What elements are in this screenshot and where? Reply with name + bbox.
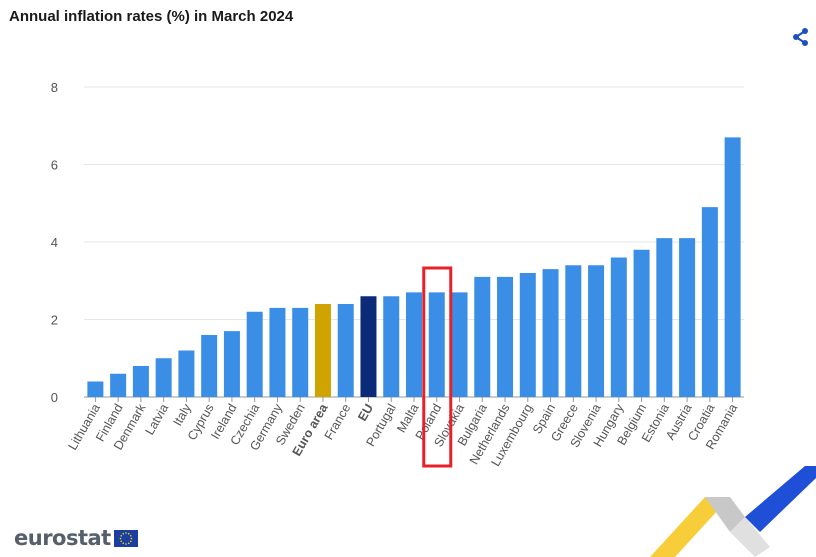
- bar-italy[interactable]: [178, 350, 195, 398]
- x-tick-label: Latvia: [142, 401, 171, 437]
- flag-star: [124, 542, 127, 545]
- bar-finland[interactable]: [110, 373, 127, 397]
- share-icon: [793, 28, 808, 46]
- bar-sweden[interactable]: [292, 307, 309, 397]
- flag-star: [120, 539, 122, 542]
- decorative-arrows: [650, 466, 816, 557]
- flag-star: [130, 537, 133, 539]
- flag-star: [124, 531, 127, 534]
- bar-croatia[interactable]: [701, 207, 718, 397]
- bar-slovenia[interactable]: [588, 265, 605, 397]
- flag-star: [119, 537, 122, 539]
- bar-malta[interactable]: [406, 292, 422, 397]
- bar-poland[interactable]: [428, 292, 445, 397]
- bar-portugal[interactable]: [383, 296, 400, 397]
- flag-star: [122, 541, 124, 544]
- flag-star: [129, 534, 132, 537]
- eu-flag-icon: [113, 529, 138, 547]
- x-tick-label: Lithuania: [65, 401, 103, 452]
- bar-latvia[interactable]: [155, 358, 172, 397]
- flag-star: [127, 541, 130, 544]
- bar-slovakia[interactable]: [451, 292, 468, 397]
- logo-text: eurostat: [14, 526, 111, 550]
- bar-netherlands[interactable]: [497, 276, 514, 397]
- y-tick-label: 6: [51, 158, 58, 173]
- bar-belgium[interactable]: [633, 249, 650, 397]
- bar-france[interactable]: [337, 304, 354, 397]
- y-tick-label: 2: [51, 313, 58, 328]
- x-tick-label: EU: [355, 402, 376, 424]
- eurostat-logo: eurostat: [14, 526, 138, 550]
- selection-highlight-box: [422, 266, 453, 468]
- bar-cyprus[interactable]: [201, 335, 218, 397]
- bar-austria[interactable]: [679, 238, 696, 397]
- flag-star: [122, 532, 124, 535]
- y-tick-label: 8: [51, 80, 58, 95]
- share-button[interactable]: [790, 26, 812, 48]
- bar-hungary[interactable]: [610, 257, 627, 398]
- bar-lithuania[interactable]: [87, 381, 104, 398]
- bar-denmark[interactable]: [132, 366, 149, 397]
- chart-title: Annual inflation rates (%) in March 2024: [9, 8, 294, 25]
- bar-czechia[interactable]: [246, 311, 263, 397]
- bar-greece[interactable]: [565, 265, 582, 397]
- bar-estonia[interactable]: [656, 238, 673, 397]
- bar-euro-area[interactable]: [314, 304, 331, 397]
- bar-romania[interactable]: [724, 137, 741, 397]
- bar-ireland[interactable]: [223, 331, 240, 397]
- flag-star: [120, 534, 122, 537]
- y-tick-label: 4: [51, 235, 58, 250]
- y-tick-label: 0: [51, 390, 58, 405]
- bar-bulgaria[interactable]: [474, 276, 491, 397]
- bar-spain[interactable]: [542, 269, 559, 397]
- bar-germany[interactable]: [269, 307, 286, 397]
- flag-star: [127, 532, 130, 535]
- flag-star: [129, 539, 132, 542]
- bar-luxembourg[interactable]: [519, 273, 536, 397]
- bar-eu[interactable]: [360, 296, 377, 397]
